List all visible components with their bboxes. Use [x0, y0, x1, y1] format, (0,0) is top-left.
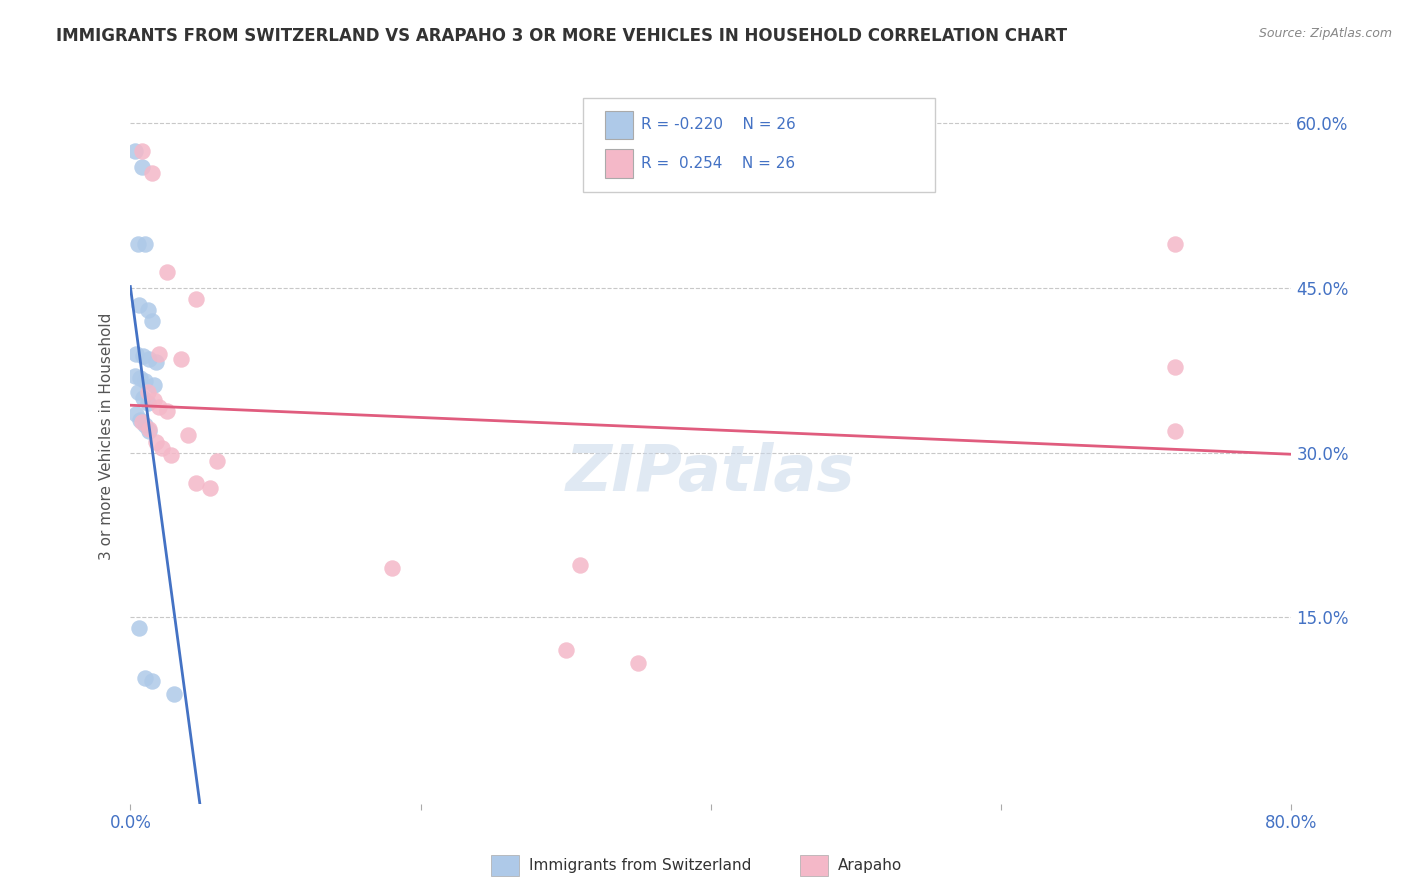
- Point: [145, 354, 167, 368]
- Point: [156, 264, 179, 278]
- Text: Source: ZipAtlas.com: Source: ZipAtlas.com: [1258, 27, 1392, 40]
- Text: IMMIGRANTS FROM SWITZERLAND VS ARAPAHO 3 OR MORE VEHICLES IN HOUSEHOLD CORRELATI: IMMIGRANTS FROM SWITZERLAND VS ARAPAHO 3…: [56, 27, 1067, 45]
- Point: [184, 292, 207, 306]
- Y-axis label: 3 or more Vehicles in Household: 3 or more Vehicles in Household: [100, 312, 114, 560]
- Text: R =  0.254    N = 26: R = 0.254 N = 26: [641, 156, 796, 170]
- Point: [150, 442, 173, 456]
- Point: [141, 673, 163, 688]
- Point: [1164, 237, 1187, 252]
- Point: [125, 347, 148, 361]
- Point: [184, 476, 207, 491]
- Point: [136, 303, 159, 318]
- Point: [177, 428, 200, 442]
- Point: [148, 347, 170, 361]
- Text: ZIPatlas: ZIPatlas: [567, 442, 856, 504]
- Point: [132, 391, 155, 405]
- Point: [127, 385, 149, 400]
- Point: [124, 368, 146, 383]
- Point: [141, 166, 163, 180]
- Point: [127, 237, 149, 252]
- Point: [132, 349, 155, 363]
- Point: [136, 385, 159, 400]
- Point: [131, 161, 153, 175]
- Point: [129, 413, 152, 427]
- Point: [160, 448, 183, 462]
- Point: [163, 687, 186, 701]
- Point: [1164, 360, 1187, 375]
- Point: [128, 297, 150, 311]
- Point: [142, 392, 165, 407]
- Point: [131, 415, 153, 429]
- Point: [142, 377, 165, 392]
- Point: [125, 407, 148, 421]
- Text: Arapaho: Arapaho: [838, 858, 903, 872]
- Text: Immigrants from Switzerland: Immigrants from Switzerland: [529, 858, 751, 872]
- Point: [156, 404, 179, 418]
- Point: [381, 561, 404, 575]
- Point: [124, 144, 146, 158]
- Point: [198, 481, 221, 495]
- Point: [138, 424, 160, 438]
- Point: [1164, 424, 1187, 438]
- Point: [170, 352, 193, 367]
- Point: [129, 371, 152, 385]
- Point: [136, 396, 159, 410]
- Point: [554, 643, 576, 657]
- Point: [145, 434, 167, 449]
- Point: [627, 657, 650, 671]
- Point: [131, 144, 153, 158]
- Point: [569, 558, 592, 572]
- Point: [148, 400, 170, 414]
- Point: [134, 237, 156, 252]
- Point: [128, 621, 150, 635]
- Point: [207, 454, 229, 468]
- Point: [134, 418, 156, 433]
- Point: [134, 671, 156, 685]
- Point: [134, 375, 156, 389]
- Text: R = -0.220    N = 26: R = -0.220 N = 26: [641, 118, 796, 132]
- Point: [141, 314, 163, 328]
- Point: [138, 352, 160, 367]
- Point: [138, 421, 160, 435]
